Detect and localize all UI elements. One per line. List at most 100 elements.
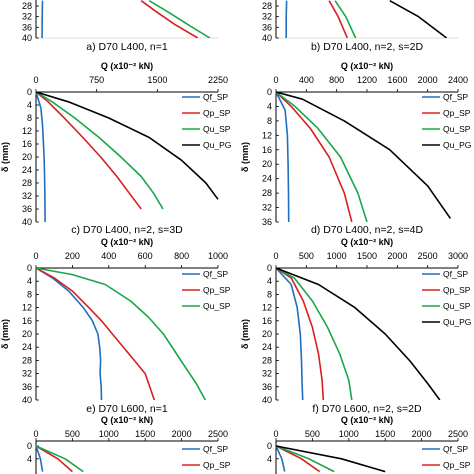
legend-label: Qp_SP [443, 285, 471, 295]
legend-label: Qu_SP [443, 124, 471, 134]
x-tick-label: 2250 [208, 75, 228, 85]
series-line-qf-sp [275, 445, 286, 472]
legend-label: Qu_SP [203, 301, 231, 311]
series-line-qp-sp [35, 445, 73, 473]
chart-panel-f: Q (x10⁻² kN) 0 500 1000 1500 2000 2500 3000 0 4 8 1… [240, 237, 471, 415]
legend-label: Qu_PG [203, 140, 231, 150]
y-tick-label: 28 [262, 188, 272, 198]
series-line-qu-pg [35, 92, 219, 200]
chart-panel-d: Q (x10⁻² kN) 0 400 800 1200 1600 2000 2400 0 4 8 12… [240, 61, 471, 236]
x-tick-label: 200 [65, 251, 80, 261]
x-tick-label: 2000 [418, 75, 438, 85]
y-tick-label: 0 [27, 87, 32, 97]
chart-panel-h: Q (x10⁻² kN) 0 500 1000 1500 2000 2500 0 4 Qf_SP Q… [267, 415, 471, 474]
y-tick-label: 20 [22, 152, 32, 162]
panel-caption: a) D70 L400, n=1 [86, 41, 168, 53]
x-axis-title: Q (x10⁻² kN) [341, 415, 393, 425]
y-tick-label: 4 [267, 276, 272, 286]
y-tick-label: 16 [22, 316, 32, 326]
legend-label: Qp_SP [203, 460, 231, 470]
series-line-qu-sp [275, 445, 335, 473]
y-tick-label: 12 [22, 303, 32, 313]
series-line-qu-sp [35, 92, 164, 210]
y-tick-label: 32 [262, 369, 272, 379]
x-tick-label: 1600 [387, 75, 407, 85]
series-line-qu-pg [389, 0, 448, 38]
x-tick-label: 600 [138, 251, 153, 261]
y-tick-label: 4 [267, 101, 272, 111]
x-tick-label: 0 [33, 251, 38, 261]
panel-caption: b) D70 L400, n=2, s=2D [311, 41, 423, 53]
panel-caption: c) D70 L400, n=2, s=3D [71, 224, 183, 236]
x-tick-label: 1000 [339, 429, 359, 439]
x-tick-label: 1000 [327, 251, 347, 261]
x-tick-label: 2000 [172, 429, 192, 439]
y-tick-label: 36 [22, 382, 32, 392]
x-tick-label: 500 [305, 429, 320, 439]
legend-label: Qp_SP [203, 108, 231, 118]
x-tick-label: 800 [329, 75, 344, 85]
y-tick-label: 20 [262, 329, 272, 339]
y-tick-label: 24 [262, 342, 272, 352]
series-line-qu-sp [275, 92, 368, 222]
legend-label: Qu_SP [203, 124, 231, 134]
y-tick-label: 28 [22, 355, 32, 365]
y-tick-label: 28 [262, 355, 272, 365]
series-line-qu-sp [334, 0, 357, 38]
y-tick-label: 4 [267, 454, 272, 464]
series-line-qp-sp [275, 445, 321, 473]
y-tick-label: 20 [22, 329, 32, 339]
y-tick-label: 36 [22, 204, 32, 214]
series-line-qu-sp [35, 268, 207, 400]
legend-label: Qp_SP [443, 108, 471, 118]
y-tick-label: 40 [22, 395, 32, 405]
y-tick-label: 40 [262, 395, 272, 405]
y-tick-label: 36 [262, 22, 272, 32]
y-tick-label: 32 [262, 203, 272, 213]
chart-panel-e: Q (x10⁻² kN) 0 200 400 600 800 1000 0 4 8 12 16 20 24… [0, 237, 231, 415]
series-line-qp-sp [140, 0, 199, 38]
x-tick-label: 500 [65, 429, 80, 439]
y-axis-title: δ (mm) [0, 142, 10, 172]
y-axis-title: δ (mm) [0, 319, 10, 349]
x-tick-label: 0 [273, 429, 278, 439]
legend-label: Qf_SP [443, 444, 468, 454]
y-tick-label: 0 [267, 441, 272, 451]
y-tick-label: 16 [262, 316, 272, 326]
y-tick-label: 0 [267, 87, 272, 97]
y-tick-label: 32 [262, 12, 272, 22]
legend-label: Qf_SP [443, 269, 468, 279]
y-tick-label: 36 [22, 22, 32, 32]
x-tick-label: 400 [101, 251, 116, 261]
legend-label: Qu_PG [443, 317, 471, 327]
y-tick-label: 4 [27, 454, 32, 464]
x-tick-label: 750 [89, 75, 104, 85]
series-line-qp-sp [35, 92, 142, 210]
y-tick-label: 40 [262, 33, 272, 43]
legend-label: Qp_SP [203, 285, 231, 295]
y-tick-label: 36 [262, 217, 272, 227]
legend-label: Qf_SP [203, 92, 228, 102]
series-line-qp-sp [35, 268, 156, 400]
y-tick-label: 16 [262, 145, 272, 155]
legend-label: Qp_SP [443, 460, 471, 470]
series-line-qp-sp [275, 268, 325, 400]
x-axis-title: Q (x10⁻² kN) [341, 61, 393, 71]
x-tick-label: 1000 [99, 429, 119, 439]
y-tick-label: 24 [22, 342, 32, 352]
y-tick-label: 28 [22, 178, 32, 188]
x-tick-label: 2000 [412, 429, 432, 439]
x-axis-title: Q (x10⁻² kN) [101, 237, 153, 247]
x-tick-label: 500 [299, 251, 314, 261]
panel-caption: d) D70 L400, n=2, s=4D [311, 224, 423, 236]
y-tick-label: 28 [262, 1, 272, 11]
y-tick-label: 12 [262, 303, 272, 313]
y-tick-label: 0 [27, 441, 32, 451]
y-tick-label: 24 [22, 165, 32, 175]
x-tick-label: 400 [299, 75, 314, 85]
x-tick-label: 2500 [418, 251, 438, 261]
y-tick-label: 36 [262, 382, 272, 392]
y-axis-title: δ (mm) [240, 319, 250, 349]
x-tick-label: 0 [273, 75, 278, 85]
series-line-qu-sp [275, 268, 353, 400]
